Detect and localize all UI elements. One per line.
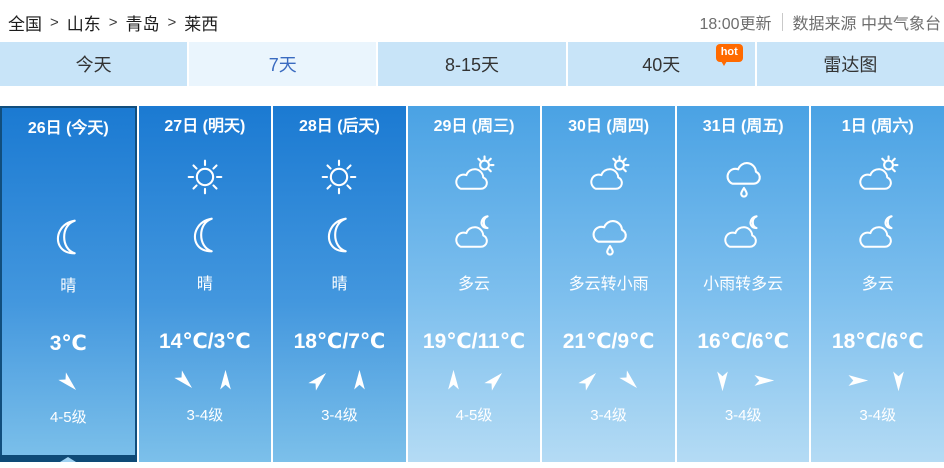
empty-icon-slot	[45, 156, 91, 202]
vertical-divider	[781, 13, 783, 31]
wind-level: 4-5级	[49, 409, 87, 426]
weather-icons	[139, 148, 272, 264]
forecast-day-column[interactable]: 1日 (周六) 多云 18℃/6℃ 3-4级	[811, 106, 944, 462]
wind-level: 4-5级	[455, 407, 493, 424]
temperature: 16℃/6℃	[697, 330, 790, 353]
forecast-day-column[interactable]: 27日 (明天) 晴 14℃/3℃ 3-4级	[138, 106, 272, 462]
tab-7days[interactable]: 7天	[189, 42, 377, 86]
temperature: 14℃/3℃	[159, 330, 251, 353]
temperature: 18℃/7℃	[293, 330, 386, 353]
day-date: 31日 (周五)	[702, 118, 784, 135]
wind-arrow-icon	[892, 371, 904, 391]
wind-direction	[273, 364, 406, 396]
cloud-rain-icon	[720, 154, 766, 200]
wind-direction	[811, 364, 944, 396]
data-source: 数据来源 中央气象台	[792, 16, 941, 33]
weather-icons	[811, 148, 944, 264]
day-date: 1日 (周六)	[841, 118, 914, 135]
wind-arrow-icon	[754, 374, 775, 386]
sun-icon	[187, 159, 223, 195]
tab-radar[interactable]: 雷达图	[756, 42, 944, 86]
wind-arrow-icon	[174, 369, 196, 392]
forecast-day-column[interactable]: 26日 (今天) 晴 3℃ 4-5级	[0, 106, 137, 462]
wind-arrow-icon	[618, 369, 641, 392]
wind-level: 3-4级	[859, 407, 897, 424]
weather-icons	[273, 148, 406, 264]
temperature: 21℃/9℃	[562, 330, 655, 353]
wind-level: 3-4级	[724, 407, 762, 424]
weather-text: 晴	[60, 278, 77, 295]
cloud-moon-icon	[451, 212, 497, 258]
cloud-sun-icon	[586, 154, 632, 200]
breadcrumb-link-city[interactable]: 青岛	[125, 14, 160, 34]
temperature: 18℃/6℃	[831, 330, 924, 353]
cloud-moon-icon	[855, 212, 901, 258]
forecast-tabs: 今天 7天 8-15天 40天 hot 雷达图	[0, 42, 944, 86]
temperature: 3℃	[49, 332, 87, 355]
forecast-day-column[interactable]: 30日 (周四) 多云转小雨 21℃/9℃ 3-4级	[542, 106, 675, 462]
forecast-day-column[interactable]: 29日 (周三) 多云 19℃/11℃ 4-5级	[407, 106, 541, 462]
weather-text: 晴	[196, 276, 213, 293]
breadcrumb-link-country[interactable]: 全国	[8, 14, 42, 34]
cloud-sun-icon	[451, 154, 497, 200]
wind-direction	[2, 366, 135, 398]
breadcrumb-separator: >	[108, 13, 118, 31]
wind-arrow-icon	[577, 368, 600, 391]
wind-direction	[408, 364, 541, 396]
weather-text: 多云转小雨	[568, 276, 649, 293]
tab-today[interactable]: 今天	[0, 42, 188, 86]
wind-arrow-icon	[308, 368, 331, 391]
breadcrumb-separator: >	[50, 13, 59, 31]
hot-badge: hot	[715, 44, 743, 66]
breadcrumb-link-province[interactable]: 山东	[66, 14, 101, 34]
forecast-day-column[interactable]: 31日 (周五) 小雨转多云 16℃/6℃ 3-4级	[676, 106, 810, 462]
weather-icons	[408, 148, 541, 264]
wind-direction	[139, 364, 272, 396]
breadcrumb-link-district[interactable]: 莱西	[184, 14, 219, 34]
seven-day-forecast: 26日 (今天) 晴 3℃ 4-5级 27日 (明天) 晴 14℃/3℃ 3-4…	[0, 106, 944, 462]
day-date: 28日 (后天)	[298, 118, 380, 135]
moon-icon	[316, 212, 362, 258]
wind-arrow-icon	[448, 369, 459, 389]
tab-8-15days[interactable]: 8-15天	[378, 42, 566, 86]
weather-text: 多云	[458, 276, 491, 293]
weather-text: 晴	[331, 276, 348, 293]
wind-direction	[542, 364, 675, 396]
update-info: 18:00更新 数据来源 中央气象台	[699, 10, 941, 34]
day-date: 27日 (明天)	[164, 118, 246, 135]
wind-level: 3-4级	[321, 407, 358, 424]
wind-arrow-icon	[58, 371, 80, 394]
wind-arrow-icon	[354, 369, 366, 389]
wind-arrow-icon	[717, 371, 729, 391]
moon-icon	[45, 214, 91, 260]
cloud-rain-icon	[586, 212, 632, 258]
day-date: 30日 (周四)	[568, 118, 650, 135]
cloud-moon-icon	[720, 212, 766, 258]
tab-40days-label: 40天	[642, 55, 681, 75]
sun-icon	[322, 159, 357, 195]
wind-level: 3-4级	[186, 407, 224, 424]
forecast-day-column[interactable]: 28日 (后天) 晴 18℃/7℃ 3-4级	[273, 106, 406, 462]
moon-icon	[182, 212, 228, 258]
weather-icons	[677, 148, 810, 264]
wind-arrow-icon	[220, 369, 231, 389]
day-date: 26日 (今天)	[27, 120, 109, 137]
tab-40days[interactable]: 40天 hot	[567, 42, 755, 86]
wind-arrow-icon	[848, 374, 868, 386]
cloud-sun-icon	[855, 154, 901, 200]
wind-direction	[677, 364, 810, 396]
weather-icons	[2, 150, 135, 266]
breadcrumb: 全国 > 山东 > 青岛 > 莱西	[8, 10, 218, 35]
day-date: 29日 (周三)	[433, 118, 515, 135]
weather-text: 多云	[861, 276, 894, 293]
weather-icons	[542, 148, 675, 264]
weather-text: 小雨转多云	[703, 276, 784, 293]
wind-level: 3-4级	[590, 407, 627, 424]
page-header: 全国 > 山东 > 青岛 > 莱西 18:00更新 数据来源 中央气象台	[0, 0, 944, 42]
update-time: 18:00更新	[699, 16, 772, 33]
wind-arrow-icon	[484, 368, 506, 391]
temperature: 19℃/11℃	[422, 330, 526, 353]
breadcrumb-separator: >	[167, 13, 177, 31]
